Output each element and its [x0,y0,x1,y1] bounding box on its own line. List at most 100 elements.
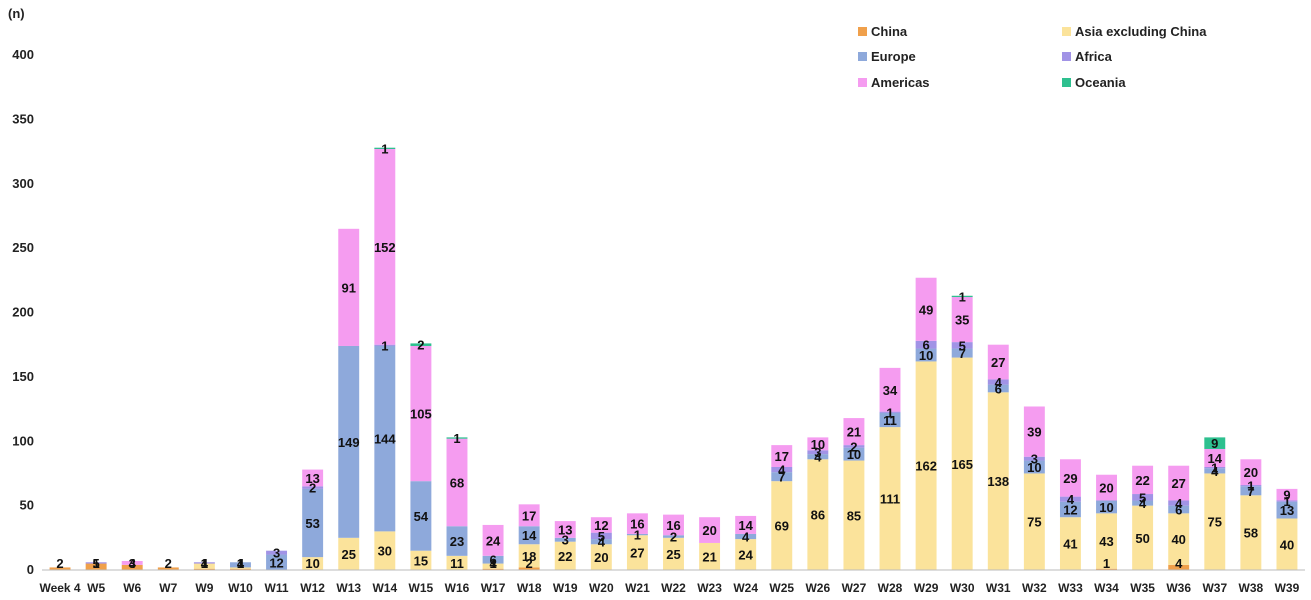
data-label: 20 [702,523,716,538]
y-tick-label: 300 [12,176,34,191]
x-tick-label: W24 [733,581,758,595]
bar-segment-europe [807,454,829,460]
x-tick-label: W18 [517,581,542,595]
data-label: 4 [237,556,245,571]
bar-segment-africa [843,445,865,448]
bar-segment-asia-excluding-china [1276,518,1298,570]
bar-segment-china [1096,568,1117,570]
bar-segment-europe [1168,505,1190,514]
legend-swatch [858,27,867,36]
bar-segment-asia-excluding-china [482,563,504,569]
bar-segment-asia-excluding-china [915,361,937,570]
data-label: 16 [666,518,680,533]
bar-segment-americas [1059,459,1081,497]
data-label: 22 [1135,473,1149,488]
data-label: 30 [378,544,392,559]
x-tick-label: W30 [950,581,975,595]
data-label: 58 [1244,526,1258,541]
data-label: 3 [814,445,821,460]
data-label: 29 [1063,471,1077,486]
bar-segment-china [49,567,71,570]
data-label: 111 [880,492,900,507]
data-label: 10 [1099,500,1113,515]
bar-segment-europe [771,472,793,482]
data-label: 35 [955,313,969,328]
bar-segment-americas [1276,488,1298,501]
bar-segment-americas [1240,459,1262,486]
data-label: 1 [93,556,100,571]
data-label: 12 [269,555,283,570]
data-label: 4 [598,535,606,550]
bar-segment-africa [1023,456,1045,461]
data-label: 5 [1139,490,1146,505]
bar-segment-asia-excluding-china [987,392,1009,570]
data-label: 10 [919,348,933,363]
data-label: 10 [811,437,825,452]
legend: China Asia excluding China Europe Africa Ame… [858,24,1207,90]
x-tick-label: W15 [409,581,434,595]
data-label: 1 [634,528,641,543]
bar-segment-americas [663,514,684,536]
bar-segment-africa [374,344,396,346]
data-label: 7 [959,346,966,361]
bar-segment-china [230,568,251,570]
bar-segment-africa [85,562,107,564]
bar-segment-africa [771,467,793,473]
y-tick-label: 50 [20,498,34,513]
data-label: 4 [1211,464,1219,479]
data-label: 4 [1175,496,1183,511]
data-label: 54 [414,509,429,524]
y-tick-label: 400 [12,47,34,62]
data-label: 7 [1247,484,1254,499]
data-label: 25 [341,547,355,562]
x-tick-label: W19 [553,581,578,595]
data-label: 6 [489,553,496,568]
legend-swatch [1062,27,1071,36]
legend-swatch [1062,52,1071,61]
data-label: 5 [598,529,605,544]
x-tick-label: W20 [589,581,614,595]
x-tick-label: W28 [878,581,903,595]
bar-segment-africa [193,562,215,564]
data-label: 3 [1031,452,1038,467]
data-label: 3 [562,533,569,548]
bar-segment-europe [1204,468,1226,474]
data-label: 16 [630,517,644,532]
x-tick-label: W27 [842,581,867,595]
x-tick-label: W26 [805,581,830,595]
data-label: 1 [201,556,208,571]
x-tick-label: W16 [445,581,470,595]
bar-segment-asia-excluding-china [879,427,901,570]
x-tick-label: W32 [1022,581,1047,595]
bar-segment-china [121,564,143,570]
bar-segment-china [482,568,504,570]
bar-segment-europe [338,345,360,538]
data-label: 24 [486,533,501,548]
data-label: 17 [775,449,789,464]
bar-segment-africa [951,342,973,349]
bar-segment-europe [843,447,865,461]
data-label: 21 [847,425,861,440]
bar-segment-asia-excluding-china [699,542,721,570]
data-label: 1 [1211,461,1218,476]
bar-segment-europe [446,526,468,556]
data-label: 43 [1099,534,1113,549]
bar-segment-europe [1276,501,1298,519]
data-label: 10 [305,556,319,571]
bar-segment-americas [771,445,793,467]
data-label: 39 [1027,425,1041,440]
bar-segment-europe [590,539,612,545]
data-label: 69 [775,519,789,534]
bar-segment-asia-excluding-china [626,535,648,570]
bar-segment-europe [987,384,1009,393]
data-label: 5 [93,556,100,571]
bar-segment-europe [1059,501,1081,518]
data-label: 6 [1175,502,1182,517]
bar-segment-africa [1240,485,1262,487]
y-tick-label: 250 [12,240,34,255]
x-tick-label: W31 [986,581,1011,595]
bar-segment-americas [1168,465,1190,501]
bar-segment-europe [951,348,973,358]
legend-label: Americas [871,75,930,90]
data-label: 2 [56,556,63,571]
